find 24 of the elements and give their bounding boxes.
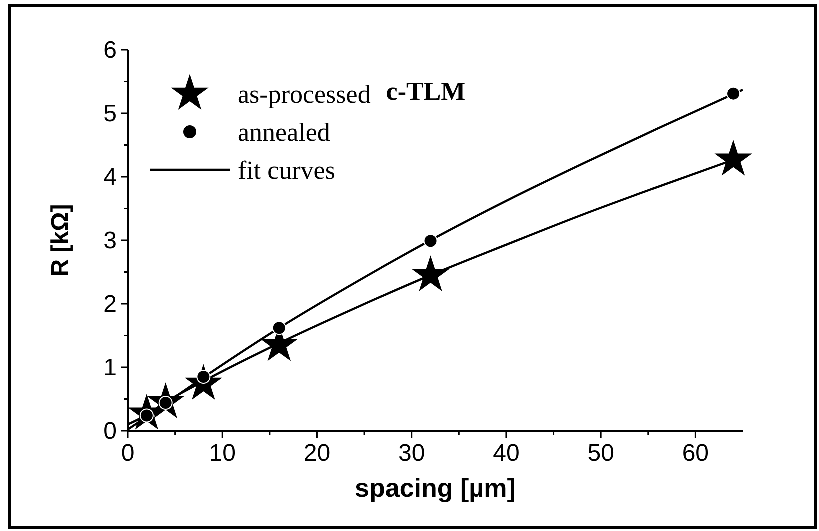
legend-label: fit curves [238, 156, 336, 185]
legend-label: annealed [238, 118, 330, 147]
point [424, 234, 438, 248]
x-tick-label: 60 [682, 440, 710, 467]
y-tick-label: 3 [104, 228, 117, 254]
y-tick-label: 0 [104, 418, 117, 445]
legend-label: as-processed [238, 80, 371, 109]
x-tick-label: 30 [398, 440, 426, 467]
y-tick-label: 5 [104, 100, 117, 128]
y-tick-label: 6 [104, 37, 117, 64]
x-tick-label: 20 [304, 440, 331, 467]
annotation: c-TLM [386, 77, 466, 106]
y-tick-label: 1 [104, 354, 117, 382]
y-axis-title: R [kΩ] [47, 204, 74, 277]
x-axis-title: spacing [µm] [355, 473, 516, 503]
y-tick-label: 2 [104, 291, 117, 318]
x-tick-label: 50 [588, 440, 614, 467]
x-tick-label: 10 [209, 440, 236, 467]
y-tick-label: 4 [104, 164, 117, 191]
point [726, 86, 741, 101]
x-tick-label: 0 [121, 440, 135, 467]
x-tick-label: 40 [493, 440, 520, 467]
point [412, 256, 450, 292]
point [714, 140, 752, 176]
